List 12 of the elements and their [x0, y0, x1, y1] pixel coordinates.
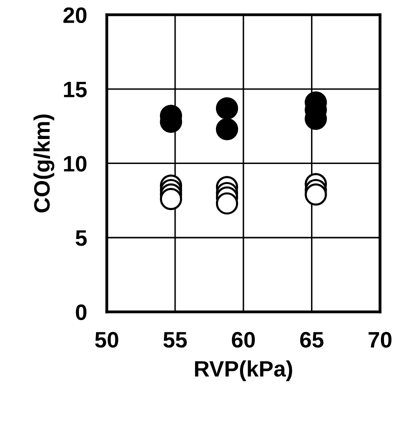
x-tick-label: 70 [368, 332, 392, 348]
y-tick-label: 5 [76, 230, 87, 246]
x-axis-title: RVP(kPa) [195, 360, 292, 382]
y-tick-label: 0 [76, 304, 86, 320]
y-tick-label: 15 [64, 82, 87, 98]
x-tick-label: 55 [163, 332, 187, 348]
x-tick-label: 65 [300, 332, 324, 348]
x-tick-label: 50 [95, 332, 118, 348]
y-tick-label: 10 [64, 156, 86, 172]
x-tick-label: 60 [232, 332, 255, 348]
y-axis-title: CO(g/km) [33, 114, 54, 212]
y-tick-label: 20 [63, 7, 86, 24]
